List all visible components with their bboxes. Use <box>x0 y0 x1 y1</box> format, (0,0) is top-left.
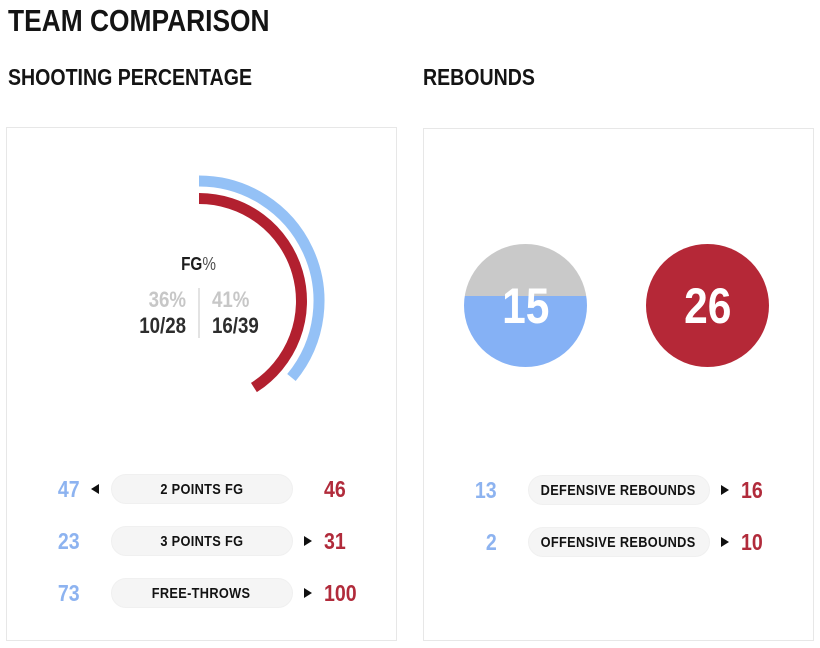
fg-fraction-blue: 10/28 <box>139 313 186 338</box>
rebounds-panel: 15 26 13 DEFENSIVE REBOUNDS 16 2 OFFENSI… <box>423 128 814 641</box>
stat-row-2points: 47 2 POINTS FG 46 <box>7 474 396 504</box>
gauge-column-blue: 36% 10/28 <box>102 288 186 338</box>
stat-value-blue: 47 <box>57 476 80 502</box>
stat-value-red: 46 <box>323 476 346 502</box>
rebounds-total-blue: 15 <box>501 277 550 334</box>
section-title-shooting: SHOOTING PERCENTAGE <box>8 64 253 90</box>
gauge-center-labels: FG% 36% 10/28 41% 16/39 <box>99 254 299 338</box>
section-title-rebounds: REBOUNDS <box>423 64 535 90</box>
winner-arrow-right-icon <box>293 536 324 546</box>
stat-row-offensive-rebounds: 2 OFFENSIVE REBOUNDS 10 <box>424 527 813 557</box>
fg-percent-blue: 36% <box>148 287 186 312</box>
winner-arrow-left-icon <box>80 484 111 494</box>
winner-arrow-right-icon <box>710 537 741 547</box>
percent-sign: % <box>202 254 217 274</box>
fg-gauge-chart <box>198 175 325 393</box>
stat-value-blue: 13 <box>474 477 497 503</box>
rebounds-circle-blue: 15 <box>464 244 587 367</box>
gauge-arc-red <box>198 193 307 393</box>
rebounds-total-red: 26 <box>683 277 732 334</box>
gauge-divider <box>198 288 200 338</box>
stat-label-pill: OFFENSIVE REBOUNDS <box>527 527 710 557</box>
stat-value-red: 16 <box>740 477 763 503</box>
winner-arrow-right-icon <box>293 588 324 598</box>
stat-row-freethrows: 73 FREE-THROWS 100 <box>7 578 396 608</box>
stat-label-pill: 3 POINTS FG <box>110 526 293 556</box>
gauge-column-red: 41% 16/39 <box>212 288 296 338</box>
fg-percent-red: 41% <box>212 287 250 312</box>
fg-fraction-red: 16/39 <box>212 313 259 338</box>
winner-arrow-right-icon <box>710 485 741 495</box>
gauge-arc-blue <box>198 175 325 381</box>
stat-row-defensive-rebounds: 13 DEFENSIVE REBOUNDS 16 <box>424 475 813 505</box>
stat-value-red: 100 <box>323 580 357 606</box>
stat-label-pill: FREE-THROWS <box>110 578 293 608</box>
shooting-panel: FG% 36% 10/28 41% 16/39 47 2 POINTS FG 4… <box>6 127 397 641</box>
gauge-values: 36% 10/28 41% 16/39 <box>99 288 299 338</box>
stat-label-pill: 2 POINTS FG <box>110 474 293 504</box>
stat-value-blue: 23 <box>57 528 80 554</box>
gauge-metric-label: FG% <box>181 254 217 274</box>
page-title: TEAM COMPARISON <box>8 3 270 38</box>
stat-value-red: 31 <box>323 528 346 554</box>
stat-value-blue: 2 <box>485 529 497 555</box>
rebounds-circle-red: 26 <box>646 244 769 367</box>
shooting-rows: 47 2 POINTS FG 46 23 3 POINTS FG 31 73 F… <box>7 474 396 630</box>
stat-value-red: 10 <box>740 529 763 555</box>
stat-label-pill: DEFENSIVE REBOUNDS <box>527 475 710 505</box>
stat-row-3points: 23 3 POINTS FG 31 <box>7 526 396 556</box>
rebounds-rows: 13 DEFENSIVE REBOUNDS 16 2 OFFENSIVE REB… <box>424 475 813 579</box>
stat-value-blue: 73 <box>57 580 80 606</box>
